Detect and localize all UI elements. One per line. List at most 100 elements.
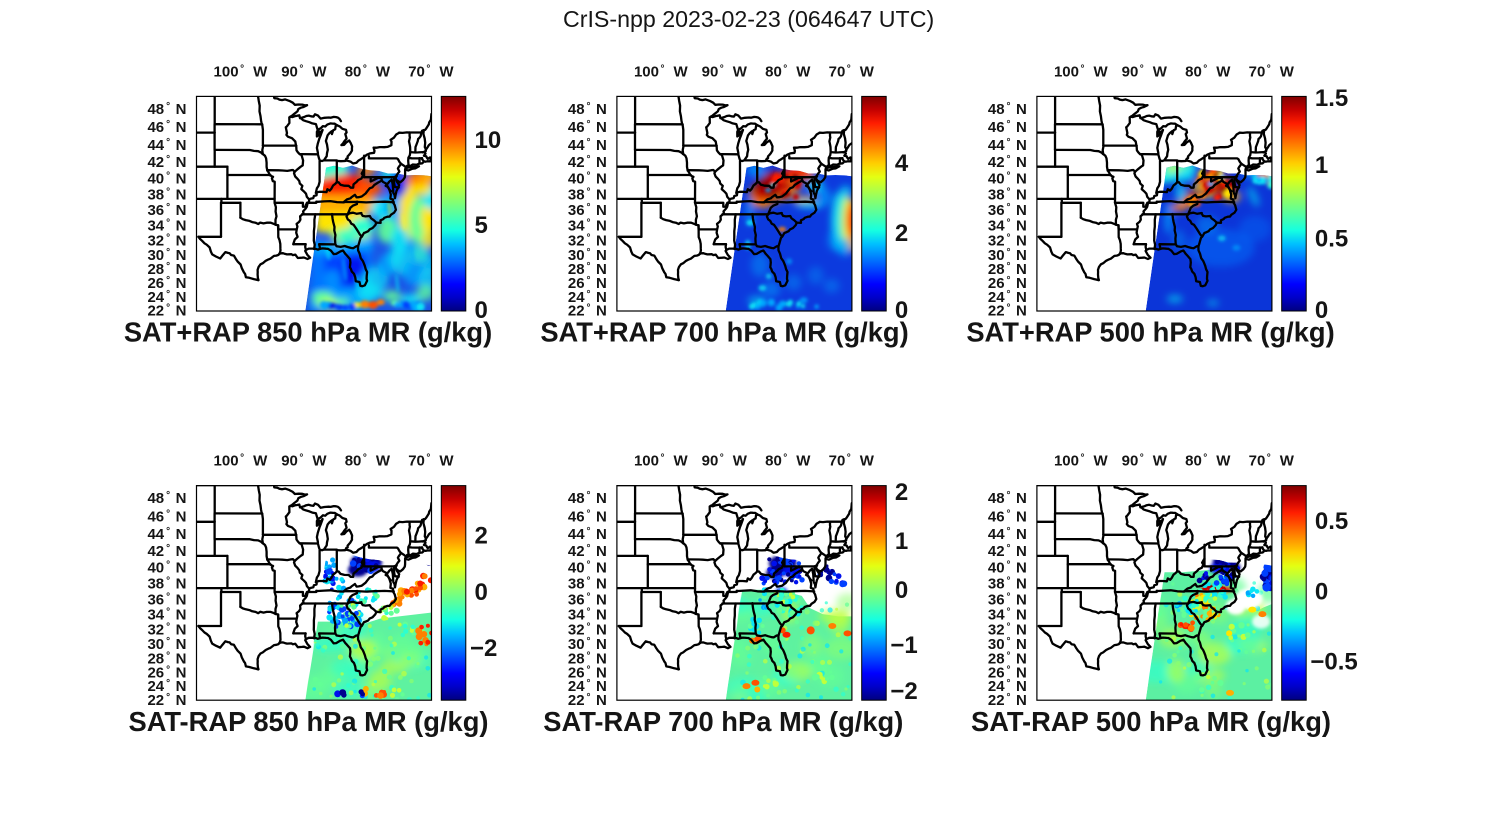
svg-text:48°N: 48 ° N [988, 101, 1027, 118]
svg-text:32°N: 32 ° N [988, 622, 1027, 639]
svg-text:100°W: 100 ° W [1054, 453, 1109, 470]
svg-text:42°N: 42 ° N [568, 543, 607, 560]
svg-text:32°N: 32 ° N [568, 232, 607, 249]
svg-text:24°N: 24 ° N [988, 678, 1027, 695]
svg-text:32°N: 32 ° N [147, 622, 186, 639]
svg-text:28°N: 28 ° N [568, 261, 607, 278]
svg-text:100°W: 100 ° W [634, 453, 689, 470]
svg-text:SAT-RAP 700 hPa MR (g/kg): SAT-RAP 700 hPa MR (g/kg) [543, 706, 903, 737]
svg-text:100°W: 100 ° W [214, 453, 269, 470]
svg-text:48°N: 48 ° N [568, 101, 607, 118]
svg-text:42°N: 42 ° N [147, 543, 186, 560]
svg-text:5: 5 [475, 212, 488, 239]
svg-text:34°N: 34 ° N [988, 217, 1027, 234]
svg-text:36°N: 36 ° N [568, 202, 607, 219]
svg-text:SAT-RAP 850 hPa MR (g/kg): SAT-RAP 850 hPa MR (g/kg) [129, 706, 489, 737]
svg-text:100°W: 100 ° W [1054, 64, 1109, 81]
svg-text:34°N: 34 ° N [988, 607, 1027, 624]
svg-text:100°W: 100 ° W [634, 64, 689, 81]
svg-text:46°N: 46 ° N [988, 508, 1027, 525]
svg-text:0: 0 [1315, 578, 1328, 605]
svg-text:38°N: 38 ° N [568, 576, 607, 593]
svg-text:0: 0 [895, 577, 908, 604]
svg-text:26°N: 26 ° N [988, 275, 1027, 292]
svg-text:−0.5: −0.5 [1310, 648, 1357, 675]
svg-text:30°N: 30 ° N [568, 247, 607, 264]
svg-text:48°N: 48 ° N [988, 490, 1027, 507]
svg-text:38°N: 38 ° N [988, 187, 1027, 204]
svg-text:34°N: 34 ° N [147, 217, 186, 234]
svg-text:26°N: 26 ° N [147, 275, 186, 292]
svg-text:22°N: 22 ° N [568, 303, 607, 320]
svg-text:2: 2 [895, 220, 908, 247]
svg-text:−2: −2 [890, 678, 917, 705]
svg-text:34°N: 34 ° N [568, 217, 607, 234]
svg-text:SAT+RAP 850 hPa MR (g/kg): SAT+RAP 850 hPa MR (g/kg) [124, 317, 492, 348]
svg-text:10: 10 [475, 127, 502, 154]
svg-text:26°N: 26 ° N [988, 664, 1027, 681]
svg-text:−1: −1 [890, 632, 917, 659]
svg-text:26°N: 26 ° N [147, 664, 186, 681]
svg-text:32°N: 32 ° N [988, 232, 1027, 249]
svg-text:24°N: 24 ° N [147, 678, 186, 695]
svg-text:48°N: 48 ° N [568, 490, 607, 507]
svg-text:40°N: 40 ° N [568, 171, 607, 188]
svg-text:48°N: 48 ° N [147, 101, 186, 118]
svg-text:0.5: 0.5 [1315, 508, 1348, 535]
svg-text:38°N: 38 ° N [988, 576, 1027, 593]
svg-text:28°N: 28 ° N [568, 650, 607, 667]
svg-text:22°N: 22 ° N [147, 303, 186, 320]
svg-text:48°N: 48 ° N [147, 490, 186, 507]
svg-text:24°N: 24 ° N [568, 678, 607, 695]
svg-text:36°N: 36 ° N [988, 202, 1027, 219]
svg-text:46°N: 46 ° N [147, 508, 186, 525]
svg-text:38°N: 38 ° N [568, 187, 607, 204]
svg-text:44°N: 44 ° N [568, 137, 607, 154]
svg-text:30°N: 30 ° N [147, 247, 186, 264]
svg-text:24°N: 24 ° N [147, 289, 186, 306]
svg-text:4: 4 [895, 150, 909, 177]
svg-text:30°N: 30 ° N [568, 636, 607, 653]
svg-text:46°N: 46 ° N [568, 119, 607, 136]
svg-text:22°N: 22 ° N [988, 692, 1027, 709]
svg-text:36°N: 36 ° N [147, 202, 186, 219]
svg-text:24°N: 24 ° N [988, 289, 1027, 306]
svg-text:0.5: 0.5 [1315, 226, 1348, 253]
svg-text:28°N: 28 ° N [988, 261, 1027, 278]
svg-text:36°N: 36 ° N [988, 591, 1027, 608]
svg-text:1: 1 [1315, 152, 1328, 179]
svg-text:1.5: 1.5 [1315, 85, 1348, 112]
svg-text:22°N: 22 ° N [568, 692, 607, 709]
svg-text:28°N: 28 ° N [988, 650, 1027, 667]
svg-text:40°N: 40 ° N [988, 560, 1027, 577]
svg-text:100°W: 100 ° W [214, 64, 269, 81]
svg-text:32°N: 32 ° N [147, 232, 186, 249]
svg-text:40°N: 40 ° N [147, 171, 186, 188]
svg-text:SAT+RAP 500 hPa MR (g/kg): SAT+RAP 500 hPa MR (g/kg) [966, 317, 1334, 348]
svg-text:40°N: 40 ° N [988, 171, 1027, 188]
svg-text:0: 0 [1315, 297, 1328, 324]
svg-text:40°N: 40 ° N [568, 560, 607, 577]
svg-text:34°N: 34 ° N [568, 607, 607, 624]
svg-text:44°N: 44 ° N [988, 137, 1027, 154]
svg-text:28°N: 28 ° N [147, 650, 186, 667]
svg-text:2: 2 [475, 523, 488, 550]
svg-text:30°N: 30 ° N [988, 636, 1027, 653]
svg-text:SAT-RAP 500 hPa MR (g/kg): SAT-RAP 500 hPa MR (g/kg) [971, 706, 1331, 737]
svg-text:SAT+RAP 700 hPa MR (g/kg): SAT+RAP 700 hPa MR (g/kg) [540, 317, 908, 348]
svg-text:40°N: 40 ° N [147, 560, 186, 577]
svg-text:22°N: 22 ° N [147, 692, 186, 709]
svg-text:44°N: 44 ° N [568, 526, 607, 543]
svg-text:−2: −2 [470, 635, 497, 662]
svg-text:1: 1 [895, 528, 908, 555]
svg-text:22°N: 22 ° N [988, 303, 1027, 320]
svg-text:44°N: 44 ° N [147, 137, 186, 154]
svg-text:30°N: 30 ° N [147, 636, 186, 653]
svg-text:0: 0 [895, 297, 908, 324]
svg-text:44°N: 44 ° N [988, 526, 1027, 543]
svg-text:38°N: 38 ° N [147, 187, 186, 204]
svg-text:0: 0 [475, 297, 488, 324]
svg-text:CrIS-npp 2023-02-23 (064647 UT: CrIS-npp 2023-02-23 (064647 UTC) [563, 6, 934, 32]
svg-text:30°N: 30 ° N [988, 247, 1027, 264]
svg-text:34°N: 34 ° N [147, 607, 186, 624]
